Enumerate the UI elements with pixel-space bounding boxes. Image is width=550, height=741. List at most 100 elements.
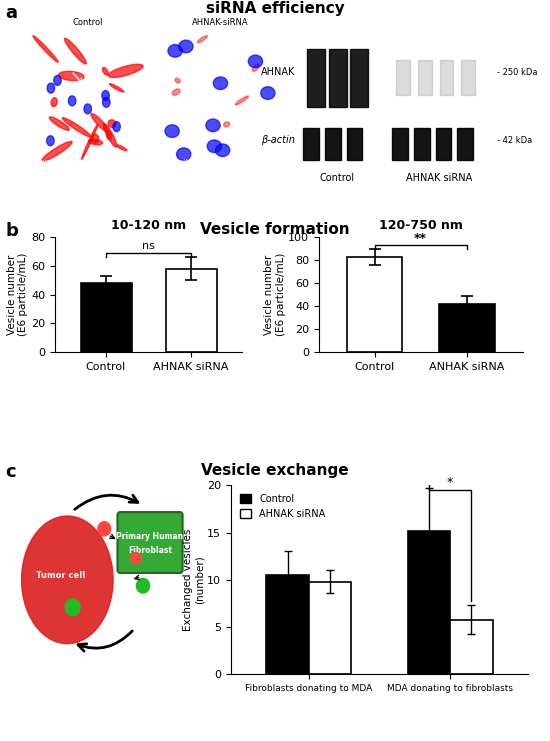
Text: Primary Human: Primary Human <box>117 532 184 541</box>
Bar <box>458 128 473 159</box>
Text: c: c <box>6 463 16 481</box>
Ellipse shape <box>131 553 141 564</box>
Text: ns: ns <box>142 242 155 251</box>
Ellipse shape <box>108 120 116 127</box>
Bar <box>439 304 495 352</box>
Ellipse shape <box>33 36 58 62</box>
Bar <box>414 128 430 159</box>
Bar <box>80 283 131 352</box>
Bar <box>324 128 340 159</box>
Ellipse shape <box>98 522 111 536</box>
Bar <box>346 256 402 352</box>
Ellipse shape <box>103 97 110 107</box>
Bar <box>418 61 432 96</box>
Ellipse shape <box>42 142 72 161</box>
Text: Tumor cell: Tumor cell <box>36 571 85 580</box>
Bar <box>461 61 475 96</box>
Text: - 42 kDa: - 42 kDa <box>497 136 532 144</box>
FancyBboxPatch shape <box>118 512 183 573</box>
Ellipse shape <box>224 122 230 127</box>
Bar <box>350 49 369 107</box>
Ellipse shape <box>168 44 182 57</box>
Ellipse shape <box>117 144 127 150</box>
Bar <box>396 61 410 96</box>
Ellipse shape <box>261 87 275 99</box>
Text: Nucleus/AHNAK: Nucleus/AHNAK <box>30 159 73 164</box>
Text: Nucleus/AHNAK: Nucleus/AHNAK <box>162 159 205 164</box>
Text: AHNAK siRNA: AHNAK siRNA <box>406 173 472 183</box>
Text: Control: Control <box>319 173 354 183</box>
FancyArrowPatch shape <box>109 534 114 539</box>
Ellipse shape <box>197 36 207 43</box>
Ellipse shape <box>102 90 109 101</box>
Bar <box>266 575 309 674</box>
Ellipse shape <box>113 122 120 132</box>
Ellipse shape <box>54 76 61 85</box>
Title: 120-750 nm: 120-750 nm <box>379 219 463 232</box>
Ellipse shape <box>21 516 113 644</box>
Legend: Control, AHNAK siRNA: Control, AHNAK siRNA <box>236 491 329 523</box>
FancyArrowPatch shape <box>75 495 138 509</box>
Ellipse shape <box>47 136 54 146</box>
Ellipse shape <box>109 84 124 92</box>
Ellipse shape <box>172 89 180 96</box>
Bar <box>329 49 346 107</box>
Text: Control: Control <box>73 18 103 27</box>
Ellipse shape <box>51 98 57 107</box>
Ellipse shape <box>207 140 222 153</box>
Text: β-actin: β-actin <box>261 136 295 145</box>
Ellipse shape <box>248 55 262 67</box>
Text: Fibroblast: Fibroblast <box>128 546 172 555</box>
Ellipse shape <box>64 39 86 64</box>
Text: a: a <box>6 4 18 21</box>
Bar <box>346 128 362 159</box>
Text: AHNAK-siRNA: AHNAK-siRNA <box>192 18 248 27</box>
Ellipse shape <box>103 124 117 147</box>
Ellipse shape <box>136 579 150 593</box>
Ellipse shape <box>216 144 230 156</box>
Bar <box>303 128 319 159</box>
Ellipse shape <box>108 64 143 77</box>
Y-axis label: Vesicle number
(E6 particle/mL): Vesicle number (E6 particle/mL) <box>264 253 285 336</box>
Bar <box>392 128 408 159</box>
Text: Vesicle formation: Vesicle formation <box>200 222 350 237</box>
Ellipse shape <box>252 64 260 72</box>
Bar <box>450 619 493 674</box>
Y-axis label: Exchanged vesicles
(number): Exchanged vesicles (number) <box>183 528 205 631</box>
Ellipse shape <box>106 131 112 139</box>
FancyArrowPatch shape <box>135 575 140 579</box>
Ellipse shape <box>165 124 179 137</box>
Ellipse shape <box>65 599 80 616</box>
Text: AHNAK: AHNAK <box>261 67 295 77</box>
Text: *: * <box>447 476 453 489</box>
Ellipse shape <box>177 148 191 161</box>
FancyArrowPatch shape <box>78 631 133 651</box>
Text: **: ** <box>414 232 427 245</box>
Ellipse shape <box>206 119 220 132</box>
Ellipse shape <box>91 134 98 143</box>
Ellipse shape <box>179 40 193 53</box>
Ellipse shape <box>50 117 69 130</box>
Bar <box>309 582 351 674</box>
Y-axis label: Vesicle number
(E6 particle/mL): Vesicle number (E6 particle/mL) <box>7 253 29 336</box>
Text: siRNA efficiency: siRNA efficiency <box>206 1 344 16</box>
Bar <box>436 128 452 159</box>
Ellipse shape <box>62 118 91 137</box>
Ellipse shape <box>81 124 98 159</box>
Ellipse shape <box>235 96 249 105</box>
Ellipse shape <box>58 71 84 81</box>
Bar <box>439 61 453 96</box>
Ellipse shape <box>102 67 108 75</box>
Ellipse shape <box>68 96 76 106</box>
Ellipse shape <box>89 139 102 144</box>
Title: 10-120 nm: 10-120 nm <box>111 219 186 232</box>
Text: - 250 kDa: - 250 kDa <box>497 67 537 76</box>
Ellipse shape <box>91 113 108 132</box>
Bar <box>166 269 217 352</box>
Text: Vesicle exchange: Vesicle exchange <box>201 463 349 478</box>
Bar <box>408 531 450 674</box>
Ellipse shape <box>213 77 228 90</box>
Bar <box>307 49 324 107</box>
Ellipse shape <box>84 104 91 114</box>
Ellipse shape <box>47 83 54 93</box>
